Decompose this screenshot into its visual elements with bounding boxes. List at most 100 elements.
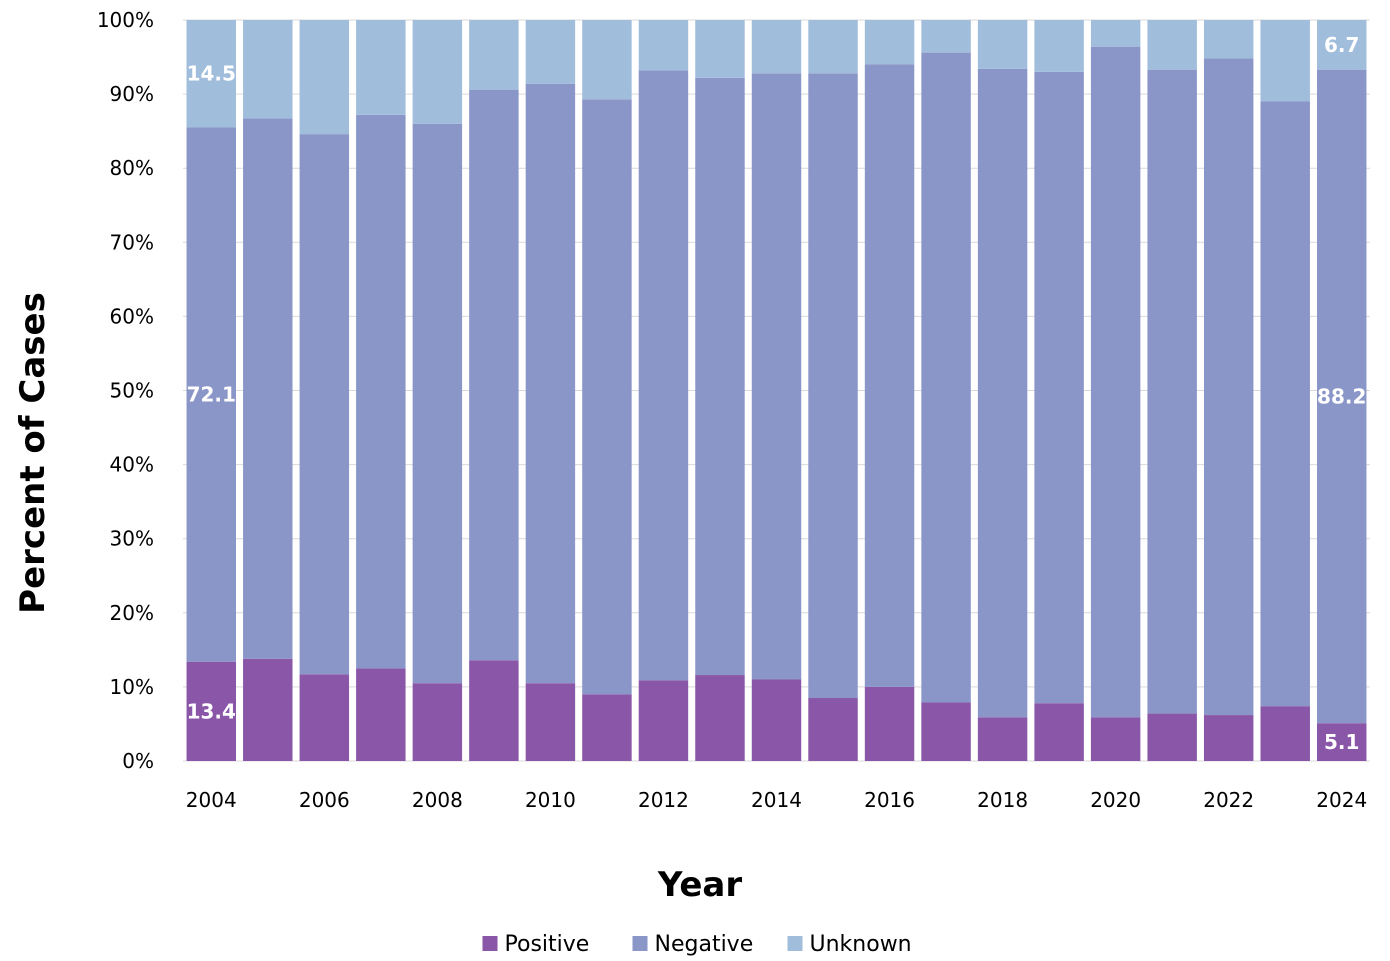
bar-unknown-2021 bbox=[1147, 20, 1197, 70]
bar-unknown-2017 bbox=[921, 20, 971, 53]
bar-unknown-2006 bbox=[299, 20, 350, 135]
legend-swatch-unknown bbox=[787, 936, 803, 951]
legend-swatch-positive bbox=[482, 936, 498, 951]
bar-positive-2012 bbox=[638, 680, 689, 761]
bar-negative-2018 bbox=[977, 68, 1028, 718]
bar-unknown-2013 bbox=[695, 20, 745, 78]
y-tick-label: 90% bbox=[110, 82, 154, 106]
bar-negative-2024 bbox=[1317, 69, 1367, 724]
bar-negative-2012 bbox=[638, 70, 689, 681]
legend-label-positive: Positive bbox=[505, 932, 590, 957]
bar-unknown-2024 bbox=[1317, 20, 1367, 70]
y-tick-label: 0% bbox=[122, 749, 154, 773]
bar-negative-2009 bbox=[469, 89, 519, 661]
x-tick-label: 2024 bbox=[1316, 788, 1367, 812]
x-axis-ticks: 2004 2006 2008 2010 2012 2014 2016 2018 2020 2022… bbox=[186, 788, 1367, 812]
bar-positive-2006 bbox=[299, 674, 350, 761]
legend-swatch-negative bbox=[632, 936, 648, 951]
x-tick-label: 2006 bbox=[299, 788, 350, 812]
legend: Positive Negative Unknown bbox=[482, 932, 912, 957]
bars bbox=[186, 20, 1367, 761]
data-label: 72.1 bbox=[187, 383, 236, 407]
bar-negative-2013 bbox=[695, 77, 745, 676]
bar-unknown-2019 bbox=[1034, 20, 1084, 72]
bar-negative-2011 bbox=[582, 99, 632, 695]
bar-positive-2007 bbox=[356, 668, 406, 761]
x-tick-label: 2022 bbox=[1203, 788, 1254, 812]
y-tick-label: 80% bbox=[110, 156, 154, 180]
data-labels: 14.5 72.1 13.4 6.7 88.2 5.1 bbox=[187, 33, 1367, 754]
y-tick-label: 40% bbox=[110, 453, 154, 477]
bar-positive-2018 bbox=[977, 717, 1028, 761]
y-tick-label: 70% bbox=[110, 230, 154, 254]
x-tick-label: 2010 bbox=[525, 788, 576, 812]
x-tick-label: 2018 bbox=[977, 788, 1028, 812]
y-axis-ticks: 0% 10% 20% 30% 40% 50% 60% 70% 80% 90% 100% bbox=[97, 8, 154, 773]
bar-unknown-2008 bbox=[412, 20, 463, 124]
y-tick-label: 30% bbox=[110, 527, 154, 551]
bar-unknown-2011 bbox=[582, 20, 632, 100]
bar-unknown-2018 bbox=[977, 20, 1028, 69]
bar-negative-2020 bbox=[1090, 46, 1141, 718]
bar-unknown-2012 bbox=[638, 20, 689, 71]
bar-negative-2005 bbox=[243, 118, 293, 659]
bar-negative-2021 bbox=[1147, 69, 1197, 714]
bar-positive-2014 bbox=[751, 679, 802, 761]
x-tick-label: 2014 bbox=[751, 788, 802, 812]
data-label: 13.4 bbox=[187, 699, 236, 723]
bar-unknown-2020 bbox=[1090, 20, 1141, 47]
bar-negative-2017 bbox=[921, 52, 971, 703]
data-label: 88.2 bbox=[1317, 384, 1366, 408]
legend-label-negative: Negative bbox=[655, 932, 754, 957]
y-tick-label: 20% bbox=[110, 601, 154, 625]
bar-negative-2016 bbox=[864, 64, 915, 687]
bar-unknown-2014 bbox=[751, 20, 802, 74]
bar-positive-2004 bbox=[186, 661, 236, 761]
data-label: 5.1 bbox=[1324, 730, 1359, 754]
bar-unknown-2022 bbox=[1203, 20, 1254, 59]
bar-positive-2019 bbox=[1034, 703, 1084, 761]
x-tick-label: 2016 bbox=[864, 788, 915, 812]
bar-negative-2004 bbox=[186, 127, 236, 662]
bar-positive-2021 bbox=[1147, 713, 1197, 761]
x-tick-label: 2020 bbox=[1090, 788, 1141, 812]
y-tick-label: 100% bbox=[97, 8, 154, 32]
bar-positive-2008 bbox=[412, 683, 463, 761]
bar-unknown-2004 bbox=[186, 20, 236, 128]
bar-unknown-2010 bbox=[525, 20, 576, 84]
bar-unknown-2007 bbox=[356, 20, 406, 115]
bar-negative-2015 bbox=[808, 73, 858, 699]
y-tick-label: 10% bbox=[110, 675, 154, 699]
bar-unknown-2023 bbox=[1260, 20, 1310, 102]
bar-unknown-2015 bbox=[808, 20, 858, 74]
bar-positive-2011 bbox=[582, 694, 632, 761]
bar-positive-2023 bbox=[1260, 706, 1310, 761]
bar-negative-2008 bbox=[412, 123, 463, 684]
x-tick-label: 2004 bbox=[186, 788, 237, 812]
bar-positive-2017 bbox=[921, 702, 971, 761]
x-axis-title: Year bbox=[657, 865, 743, 905]
bar-unknown-2005 bbox=[243, 20, 293, 119]
bar-negative-2006 bbox=[299, 134, 350, 675]
data-label: 6.7 bbox=[1324, 33, 1359, 57]
bar-negative-2010 bbox=[525, 83, 576, 684]
bar-negative-2022 bbox=[1203, 58, 1254, 716]
bar-unknown-2009 bbox=[469, 20, 519, 90]
legend-label-unknown: Unknown bbox=[810, 932, 912, 957]
bar-positive-2009 bbox=[469, 660, 519, 761]
bar-positive-2010 bbox=[525, 683, 576, 761]
y-tick-label: 60% bbox=[110, 304, 154, 328]
bar-negative-2014 bbox=[751, 73, 802, 680]
data-label: 14.5 bbox=[187, 62, 236, 86]
bar-positive-2015 bbox=[808, 698, 858, 761]
x-tick-label: 2012 bbox=[638, 788, 689, 812]
y-tick-label: 50% bbox=[110, 379, 154, 403]
bar-negative-2023 bbox=[1260, 101, 1310, 707]
bar-positive-2022 bbox=[1203, 715, 1254, 761]
bar-positive-2024 bbox=[1317, 723, 1367, 761]
bar-negative-2019 bbox=[1034, 71, 1084, 704]
y-axis-title: Percent of Cases bbox=[13, 292, 53, 614]
bar-positive-2020 bbox=[1090, 717, 1141, 761]
